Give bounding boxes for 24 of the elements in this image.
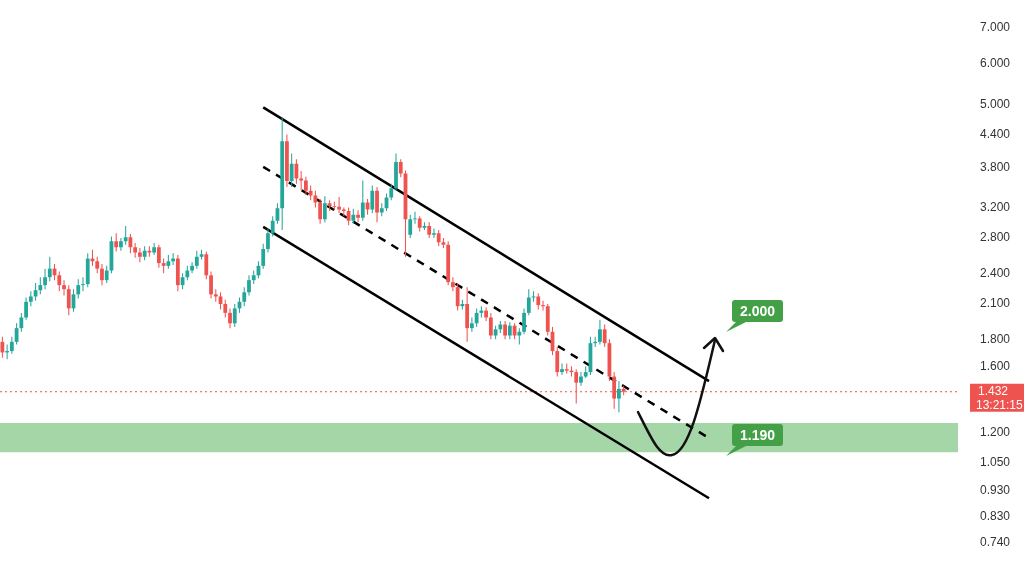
y-tick-label: 5.000: [980, 97, 1011, 112]
candlestick: [560, 363, 564, 376]
y-tick-label: 1.600: [980, 358, 1011, 373]
candlestick: [541, 300, 545, 311]
text: 13:21:15: [976, 398, 1024, 413]
y-tick-label: 3.200: [980, 199, 1011, 214]
y-tick-label: 2.400: [980, 265, 1011, 280]
y-tick-label: 4.400: [980, 126, 1011, 141]
y-tick-label: 7.000: [980, 20, 1011, 35]
y-tick-label: 1.050: [980, 455, 1011, 470]
y-tick-label: 2.800: [980, 230, 1011, 245]
y-tick-label: 0.930: [980, 482, 1011, 497]
annotation: 2.000: [732, 300, 784, 322]
candlestick: [228, 308, 232, 329]
annotation: 1.190: [732, 424, 784, 446]
y-tick-label: 1.200: [980, 424, 1011, 439]
y-tick-label: 3.800: [980, 160, 1011, 175]
y-tick-label: 2.100: [980, 296, 1011, 311]
candlestick: [81, 277, 85, 292]
y-tick-label: 0.830: [980, 509, 1011, 524]
y-tick-label: 0.740: [980, 535, 1011, 550]
ref-line-label: 1.432: [978, 384, 1009, 399]
y-tick-label: 6.000: [980, 55, 1011, 70]
y-tick-label: 1.800: [980, 331, 1011, 346]
